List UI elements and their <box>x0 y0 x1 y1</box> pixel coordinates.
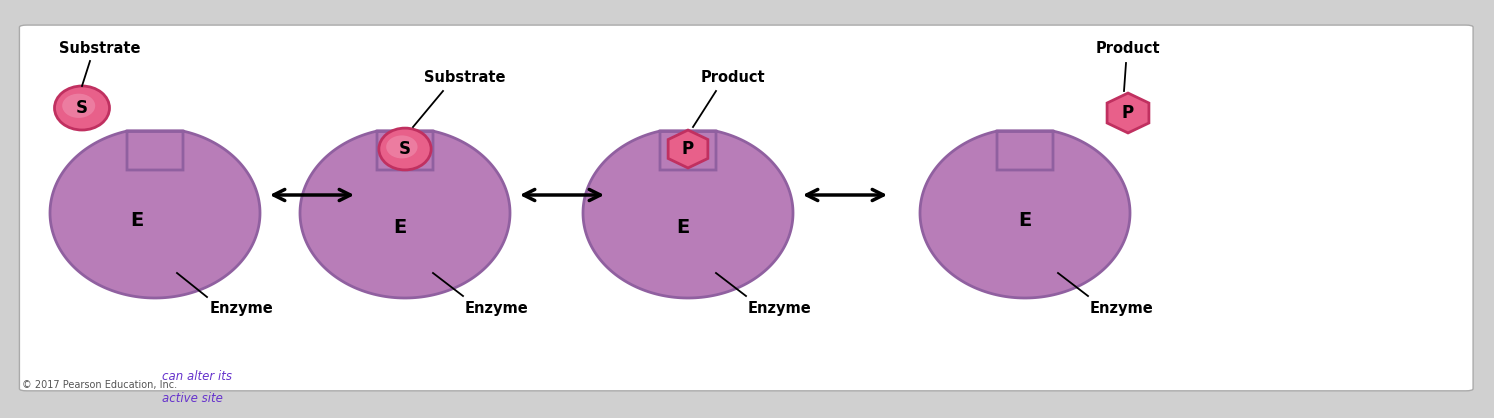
Text: Enzyme: Enzyme <box>1091 301 1153 316</box>
Polygon shape <box>49 131 260 298</box>
Text: Product: Product <box>1095 41 1161 56</box>
Ellipse shape <box>379 128 432 170</box>
Text: P: P <box>1122 104 1134 122</box>
Text: Enzyme: Enzyme <box>211 301 273 316</box>
Polygon shape <box>668 130 708 168</box>
Ellipse shape <box>54 86 109 130</box>
Polygon shape <box>920 131 1129 298</box>
Text: Substrate: Substrate <box>424 70 506 85</box>
Text: Enzyme: Enzyme <box>748 301 811 316</box>
Text: E: E <box>1019 212 1032 230</box>
Text: active site: active site <box>161 392 223 405</box>
Polygon shape <box>583 131 793 298</box>
Text: E: E <box>130 212 143 230</box>
Text: Substrate: Substrate <box>60 41 140 56</box>
Text: P: P <box>681 140 695 158</box>
Text: S: S <box>399 140 411 158</box>
Text: S: S <box>76 99 88 117</box>
Text: Product: Product <box>701 70 765 85</box>
Ellipse shape <box>63 94 96 118</box>
Text: can alter its: can alter its <box>161 370 232 382</box>
Text: Enzyme: Enzyme <box>465 301 529 316</box>
Text: © 2017 Pearson Education, Inc.: © 2017 Pearson Education, Inc. <box>22 380 178 390</box>
Text: E: E <box>677 219 690 237</box>
Polygon shape <box>1107 93 1149 133</box>
Ellipse shape <box>385 135 417 158</box>
Polygon shape <box>300 131 509 298</box>
Text: E: E <box>393 219 406 237</box>
